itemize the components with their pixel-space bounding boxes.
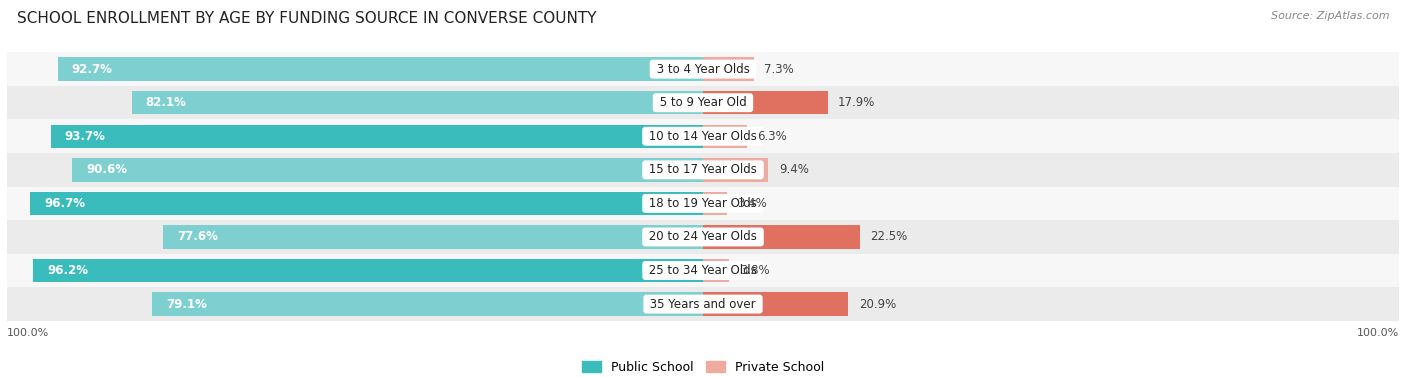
Text: 3 to 4 Year Olds: 3 to 4 Year Olds xyxy=(652,63,754,76)
Text: 20.9%: 20.9% xyxy=(859,297,896,311)
Bar xyxy=(703,124,747,148)
Text: 7.3%: 7.3% xyxy=(765,63,794,76)
Text: 22.5%: 22.5% xyxy=(870,230,907,244)
Bar xyxy=(7,287,1399,321)
Bar xyxy=(7,220,1399,254)
Text: 9.4%: 9.4% xyxy=(779,163,808,176)
Text: 17.9%: 17.9% xyxy=(838,96,876,109)
Bar xyxy=(703,57,754,81)
Bar xyxy=(703,158,769,182)
Bar xyxy=(703,292,848,316)
Bar xyxy=(703,91,828,115)
Text: 79.1%: 79.1% xyxy=(166,297,207,311)
Bar xyxy=(152,292,703,316)
Bar xyxy=(34,259,703,282)
Text: 3.4%: 3.4% xyxy=(737,197,766,210)
Bar xyxy=(703,192,727,215)
Bar xyxy=(163,225,703,249)
Text: 15 to 17 Year Olds: 15 to 17 Year Olds xyxy=(645,163,761,176)
Bar xyxy=(7,254,1399,287)
Bar xyxy=(703,225,859,249)
Bar xyxy=(73,158,703,182)
Bar xyxy=(7,52,1399,86)
Text: SCHOOL ENROLLMENT BY AGE BY FUNDING SOURCE IN CONVERSE COUNTY: SCHOOL ENROLLMENT BY AGE BY FUNDING SOUR… xyxy=(17,11,596,26)
Text: 18 to 19 Year Olds: 18 to 19 Year Olds xyxy=(645,197,761,210)
Bar xyxy=(703,259,730,282)
Bar xyxy=(7,86,1399,120)
Text: 100.0%: 100.0% xyxy=(7,328,49,338)
Text: 82.1%: 82.1% xyxy=(146,96,187,109)
Text: 96.2%: 96.2% xyxy=(48,264,89,277)
Bar xyxy=(51,124,703,148)
Bar xyxy=(7,120,1399,153)
Bar xyxy=(7,187,1399,220)
Text: 3.8%: 3.8% xyxy=(740,264,769,277)
Text: 100.0%: 100.0% xyxy=(1357,328,1399,338)
Legend: Public School, Private School: Public School, Private School xyxy=(576,356,830,377)
Bar xyxy=(132,91,703,115)
Text: 5 to 9 Year Old: 5 to 9 Year Old xyxy=(655,96,751,109)
Text: 20 to 24 Year Olds: 20 to 24 Year Olds xyxy=(645,230,761,244)
Bar xyxy=(30,192,703,215)
Text: 90.6%: 90.6% xyxy=(86,163,128,176)
Bar xyxy=(7,153,1399,187)
Text: 96.7%: 96.7% xyxy=(44,197,84,210)
Text: 6.3%: 6.3% xyxy=(758,130,787,143)
Text: Source: ZipAtlas.com: Source: ZipAtlas.com xyxy=(1271,11,1389,21)
Text: 92.7%: 92.7% xyxy=(72,63,112,76)
Text: 10 to 14 Year Olds: 10 to 14 Year Olds xyxy=(645,130,761,143)
Text: 35 Years and over: 35 Years and over xyxy=(647,297,759,311)
Text: 77.6%: 77.6% xyxy=(177,230,218,244)
Text: 93.7%: 93.7% xyxy=(65,130,105,143)
Bar xyxy=(58,57,703,81)
Text: 25 to 34 Year Olds: 25 to 34 Year Olds xyxy=(645,264,761,277)
